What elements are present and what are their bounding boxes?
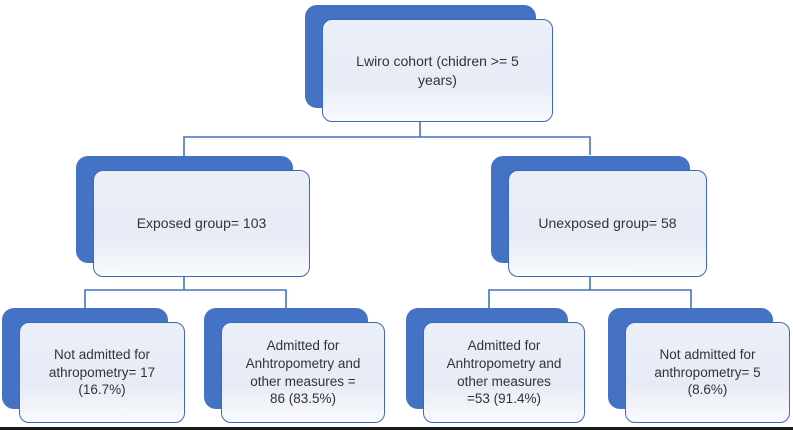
figure-bottom-border <box>0 427 793 430</box>
connector-unexposed-to-level3 <box>488 277 692 309</box>
node-exposed-admitted-box: Admitted for Anhtropometry and other mea… <box>221 322 385 423</box>
node-exposed-not-admitted-box: Not admitted for athropometry= 17 (16.7%… <box>19 322 185 423</box>
node-unexposed-not-admitted-box: Not admitted for anthropometry= 5 (8.6%) <box>625 322 790 423</box>
node-exposed-not-admitted-label: Not admitted for athropometry= 17 (16.7%… <box>48 347 156 398</box>
node-unexposed-box: Unexposed group= 58 <box>508 170 707 277</box>
node-exposed-admitted-label: Admitted for Anhtropometry and other mea… <box>245 338 361 407</box>
node-unexposed-label: Unexposed group= 58 <box>538 215 677 232</box>
node-exposed-box: Exposed group= 103 <box>93 170 310 277</box>
node-unexposed-admitted-label: Admitted for Anhtropometry and other mea… <box>446 338 562 407</box>
node-root-box: Lwiro cohort (chidren >= 5 years) <box>322 19 553 122</box>
connector-root-to-level2 <box>183 122 591 156</box>
node-unexposed-not-admitted-label: Not admitted for anthropometry= 5 (8.6%) <box>654 347 761 398</box>
node-unexposed-admitted-box: Admitted for Anhtropometry and other mea… <box>423 322 585 423</box>
node-exposed-label: Exposed group= 103 <box>136 215 267 232</box>
node-root-label: Lwiro cohort (chidren >= 5 years) <box>356 52 519 88</box>
connector-exposed-to-level3 <box>84 277 287 310</box>
